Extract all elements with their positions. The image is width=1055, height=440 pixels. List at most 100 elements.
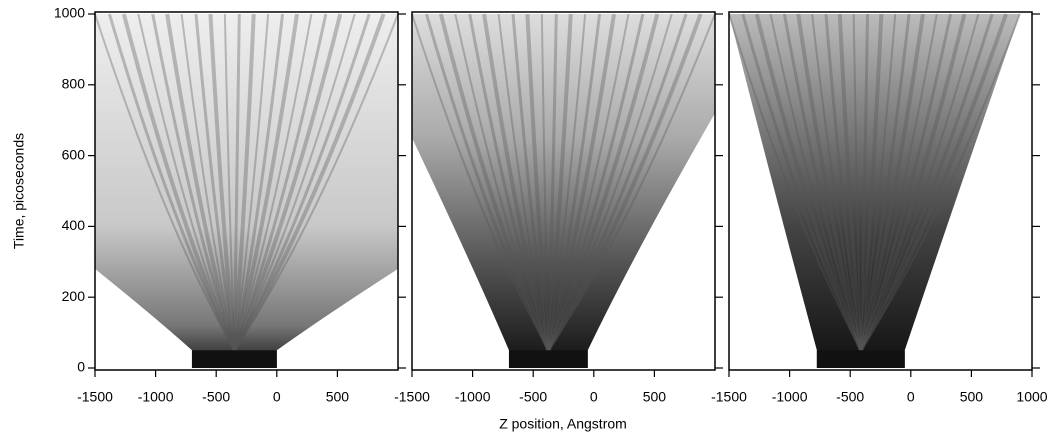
- streak: [754, 13, 863, 352]
- streak: [546, 13, 645, 351]
- streak: [858, 13, 925, 351]
- streak: [547, 13, 673, 351]
- streak: [811, 13, 862, 351]
- streak: [859, 13, 1021, 351]
- streak: [194, 13, 236, 351]
- streak: [232, 13, 386, 352]
- x-tick-label: -1500: [394, 389, 430, 405]
- streak: [525, 13, 551, 351]
- panel-frame: [728, 11, 1033, 371]
- y-tick-label: 0: [77, 359, 85, 375]
- streak: [107, 13, 236, 351]
- density-region: [412, 14, 715, 368]
- streak: [546, 13, 558, 351]
- streak: [208, 13, 237, 351]
- streak: [782, 13, 863, 351]
- streak: [837, 13, 863, 351]
- y-tick-label: 800: [62, 76, 86, 92]
- y-tick-label: 600: [62, 146, 86, 162]
- streak: [232, 13, 241, 351]
- x-tick-label: -1000: [455, 389, 491, 405]
- x-axis-label: Z position, Angstrom: [499, 416, 627, 432]
- streak: [546, 13, 573, 351]
- streak: [859, 13, 911, 351]
- streak: [796, 13, 863, 351]
- streak: [728, 13, 862, 351]
- x-tick-label: -1000: [772, 389, 808, 405]
- streak: [859, 13, 870, 351]
- streak: [547, 13, 716, 351]
- streak: [859, 13, 938, 351]
- streak: [859, 13, 953, 351]
- x-tick-label: -1500: [77, 389, 113, 405]
- streak: [232, 13, 299, 351]
- streak: [454, 13, 550, 351]
- streak: [233, 13, 270, 351]
- streak: [233, 13, 399, 351]
- base-block: [816, 350, 905, 368]
- base-block: [508, 350, 588, 368]
- density-region: [729, 14, 1020, 368]
- x-tick-label: 500: [643, 389, 667, 405]
- streak: [546, 13, 703, 352]
- streak: [859, 13, 994, 352]
- streak: [121, 13, 237, 352]
- streak: [511, 13, 550, 351]
- streak: [546, 13, 660, 352]
- x-tick-label: -500: [519, 389, 547, 405]
- x-tick-label: 500: [960, 389, 984, 405]
- streak: [482, 13, 551, 351]
- streak: [547, 13, 587, 351]
- streak: [741, 13, 863, 351]
- streak: [546, 13, 616, 351]
- streak: [424, 13, 550, 351]
- panel-frame: [94, 11, 399, 371]
- y-axis-label: Time, picoseconds: [11, 133, 27, 249]
- panel-frame: [411, 11, 716, 371]
- streak: [232, 13, 328, 351]
- streak: [547, 13, 630, 351]
- streak: [438, 13, 551, 352]
- base-block: [191, 350, 277, 368]
- streak: [546, 13, 602, 351]
- x-tick-label: -500: [836, 389, 864, 405]
- streak: [858, 13, 967, 352]
- streak: [858, 13, 884, 351]
- streak: [547, 13, 688, 352]
- y-tick-label: 400: [62, 217, 86, 233]
- y-tick-label: 200: [62, 288, 86, 304]
- streak: [232, 13, 285, 351]
- streak: [497, 13, 550, 351]
- x-tick-label: 0: [907, 389, 915, 405]
- streak: [223, 13, 236, 351]
- streak: [137, 13, 236, 351]
- streak: [232, 13, 256, 351]
- streak: [233, 13, 356, 351]
- x-tick-label: -1500: [711, 389, 747, 405]
- x-tick-label: 1000: [1016, 389, 1047, 405]
- streak: [859, 13, 980, 351]
- streak: [151, 13, 236, 351]
- streak: [232, 13, 343, 352]
- streak: [769, 13, 862, 351]
- streak: [540, 13, 550, 351]
- streak: [411, 13, 550, 351]
- streak: [468, 13, 550, 351]
- x-tick-label: 500: [326, 389, 350, 405]
- streak: [859, 13, 1008, 352]
- x-tick-label: 0: [590, 389, 598, 405]
- streak: [233, 13, 313, 351]
- y-tick-label: 1000: [54, 5, 85, 21]
- x-tick-label: -1000: [138, 389, 174, 405]
- streak: [165, 13, 237, 351]
- streak: [233, 13, 371, 352]
- streak: [859, 13, 897, 351]
- x-tick-label: 0: [273, 389, 281, 405]
- streak: [824, 13, 863, 351]
- streak: [94, 13, 236, 351]
- streak: [180, 13, 236, 351]
- streak: [852, 13, 862, 351]
- density-region: [95, 14, 398, 368]
- x-tick-label: -500: [202, 389, 230, 405]
